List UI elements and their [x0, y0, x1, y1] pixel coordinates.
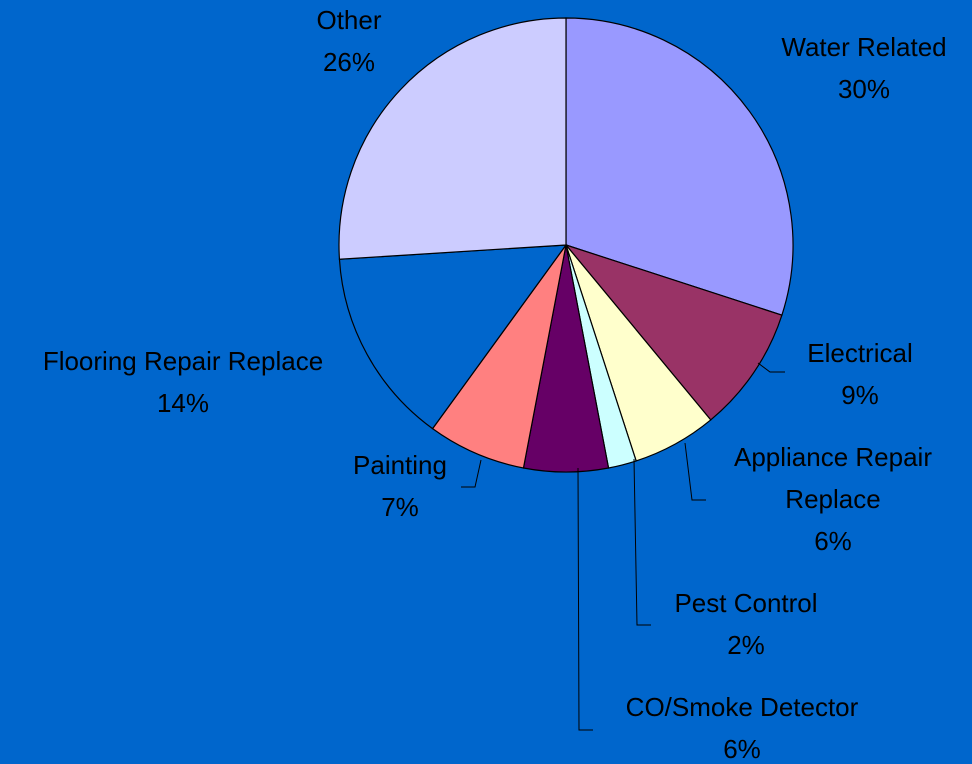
pie-slice-flooring-repair-replace	[338, 244, 568, 430]
pie-slice-electrical	[564, 243, 783, 421]
slice-label: Other 26%	[316, 5, 381, 77]
slice-label: Pest Control 2%	[674, 588, 817, 660]
slice-category-label: Appliance Repair	[734, 442, 932, 472]
slice-category-label: Pest Control	[674, 588, 817, 618]
slice-label: Painting 7%	[353, 450, 447, 522]
pie-slice-water-related	[565, 17, 794, 316]
pie-slices	[338, 17, 794, 473]
slice-label: Electrical 9%	[807, 338, 912, 410]
leader-line	[633, 458, 651, 626]
slice-category-label: Water Related	[781, 32, 946, 62]
leader-line	[461, 459, 482, 488]
slice-percent-label: 14%	[157, 388, 209, 418]
leader-lines	[461, 362, 785, 731]
slice-percent-label: 2%	[727, 630, 765, 660]
slice-category-label: Other	[316, 5, 381, 35]
slice-category-label: CO/Smoke Detector	[626, 692, 859, 722]
slice-category-label: Electrical	[807, 338, 912, 368]
slice-category-label: Replace	[785, 484, 880, 514]
slice-percent-label: 6%	[814, 526, 852, 556]
pie-slice-other	[338, 17, 567, 260]
slice-percent-label: 26%	[323, 47, 375, 77]
slice-percent-label: 7%	[381, 492, 419, 522]
slice-category-label: Painting	[353, 450, 447, 480]
leader-line	[684, 442, 706, 501]
leader-line	[577, 467, 593, 731]
slice-percent-label: 9%	[841, 380, 879, 410]
slice-category-label: Flooring Repair Replace	[43, 346, 323, 376]
slice-labels: Water Related 30% Electrical 9% Appliance Re…	[43, 5, 947, 764]
slice-label: CO/Smoke Detector 6%	[626, 692, 859, 764]
slice-percent-label: 30%	[838, 74, 890, 104]
slice-percent-label: 6%	[723, 734, 761, 764]
slice-label: Flooring Repair Replace 14%	[43, 346, 323, 418]
slice-label: Appliance Repair Replace 6%	[734, 442, 932, 556]
leader-line	[757, 362, 785, 373]
slice-label: Water Related 30%	[781, 32, 946, 104]
